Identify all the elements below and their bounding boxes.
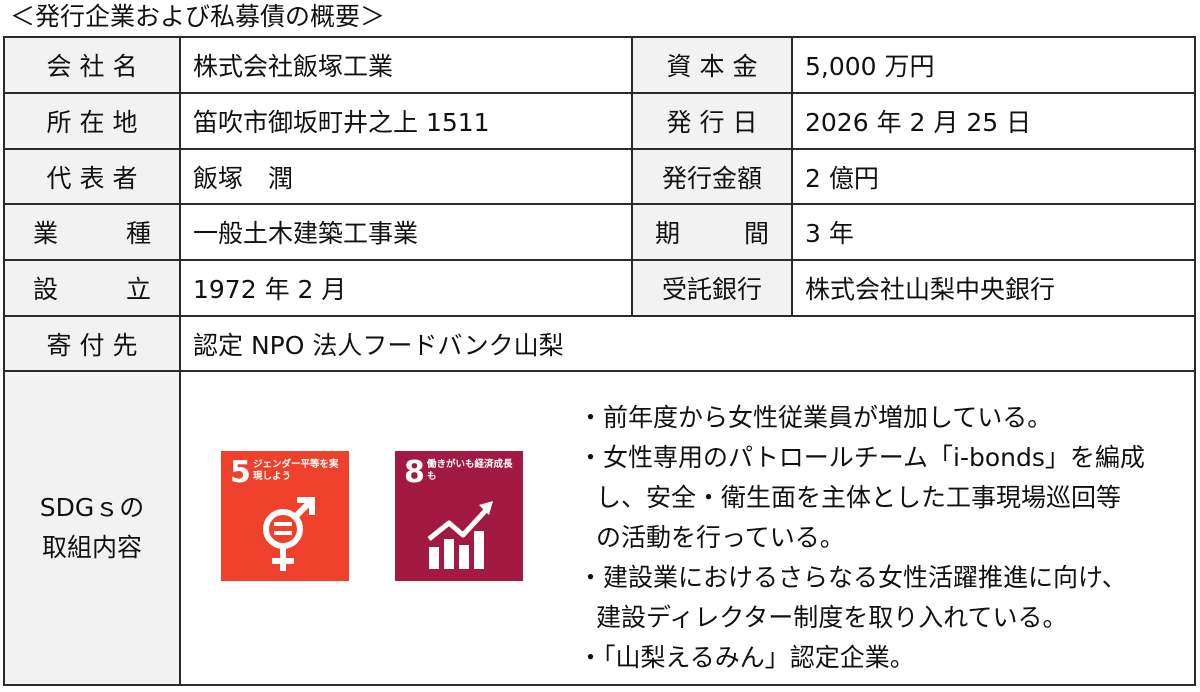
sdg-goal-5-number: 5	[230, 455, 251, 490]
list-item: ・「山梨えるみん」認定企業。	[578, 638, 1178, 678]
list-item-line: ・前年度から女性従業員が増加している。	[578, 403, 1053, 432]
value-term: 3 年	[793, 205, 1194, 261]
value-issue-amount: 2 億円	[793, 150, 1194, 205]
label-issue-amount: 発行金額	[633, 150, 793, 205]
list-item-line: の活動を行っている。	[596, 523, 845, 552]
sdg-goal-8-title: 働きがいも経済成長も	[427, 459, 513, 482]
sdgs-initiatives-list: ・前年度から女性従業員が増加している。 ・女性専用のパトロールチーム「i-bon…	[578, 398, 1178, 678]
list-item-line: し、安全・衛生面を主体とした工事現場巡回等	[596, 483, 1122, 512]
value-company-name: 株式会社飯塚工業	[181, 38, 633, 94]
label-term-char-2: 間	[743, 219, 769, 248]
value-representative: 飯塚 潤	[181, 150, 633, 205]
value-trustee-bank: 株式会社山梨中央銀行	[793, 261, 1194, 317]
value-capital: 5,000 万円	[793, 38, 1194, 94]
label-industry-char-2: 種	[125, 219, 151, 248]
label-sdgs-line-2: 取組内容	[41, 533, 142, 562]
label-founded-char-2: 立	[125, 275, 151, 304]
value-issue-date: 2026 年 2 月 25 日	[793, 94, 1194, 150]
company-overview-table: 会社名 株式会社飯塚工業 資本金 5,000 万円 所在地 笛吹市御坂町井之上 …	[3, 36, 1196, 686]
value-founded: 1972 年 2 月	[181, 261, 633, 317]
label-industry-char-1: 業	[33, 219, 59, 248]
label-industry: 業 種	[5, 205, 181, 261]
list-item: ・女性専用のパトロールチーム「i-bonds」を編成 し、安全・衛生面を主体とし…	[578, 438, 1178, 558]
label-term: 期 間	[633, 205, 793, 261]
sdg-goal-8-tile: 8 働きがいも経済成長も	[395, 451, 523, 581]
growth-chart-icon	[427, 501, 493, 569]
list-item-line: 建設ディレクター制度を取り入れている。	[596, 603, 1068, 632]
gender-equality-icon	[263, 497, 315, 571]
label-founded: 設 立	[5, 261, 181, 317]
label-representative: 代表者	[5, 150, 181, 205]
list-item-line: ・「山梨えるみん」認定企業。	[578, 643, 915, 672]
list-item-line: ・女性専用のパトロールチーム「i-bonds」を編成	[578, 443, 1145, 472]
label-capital: 資本金	[633, 38, 793, 94]
value-address: 笛吹市御坂町井之上 1511	[181, 94, 633, 150]
label-donation-recipient: 寄付先	[5, 317, 181, 372]
label-sdgs-line-1: SDGｓの	[39, 493, 145, 522]
list-item: ・建設業におけるさらなる女性活躍推進に向け、 建設ディレクター制度を取り入れてい…	[578, 558, 1178, 638]
label-founded-char-1: 設	[33, 275, 59, 304]
list-item: ・前年度から女性従業員が増加している。	[578, 398, 1178, 438]
value-donation-recipient: 認定 NPO 法人フードバンク山梨	[181, 317, 1194, 372]
label-issue-date: 発行日	[633, 94, 793, 150]
label-term-char-1: 期	[655, 219, 681, 248]
sdg-goal-5-title: ジェンダー平等を実現しよう	[253, 459, 339, 482]
sdg-goal-8-number: 8	[404, 455, 425, 490]
label-trustee-bank: 受託銀行	[633, 261, 793, 317]
sdgs-content	[181, 372, 1194, 684]
value-industry: 一般土木建築工事業	[181, 205, 633, 261]
sdg-goal-5-tile: 5 ジェンダー平等を実現しよう	[221, 451, 349, 581]
label-sdgs: SDGｓの 取組内容	[5, 372, 181, 684]
table-caption: ＜発行企業および私募債の概要＞	[10, 2, 386, 31]
list-item-line: ・建設業におけるさらなる女性活躍推進に向け、	[578, 563, 1127, 592]
label-company-name: 会社名	[5, 38, 181, 94]
label-address: 所在地	[5, 94, 181, 150]
